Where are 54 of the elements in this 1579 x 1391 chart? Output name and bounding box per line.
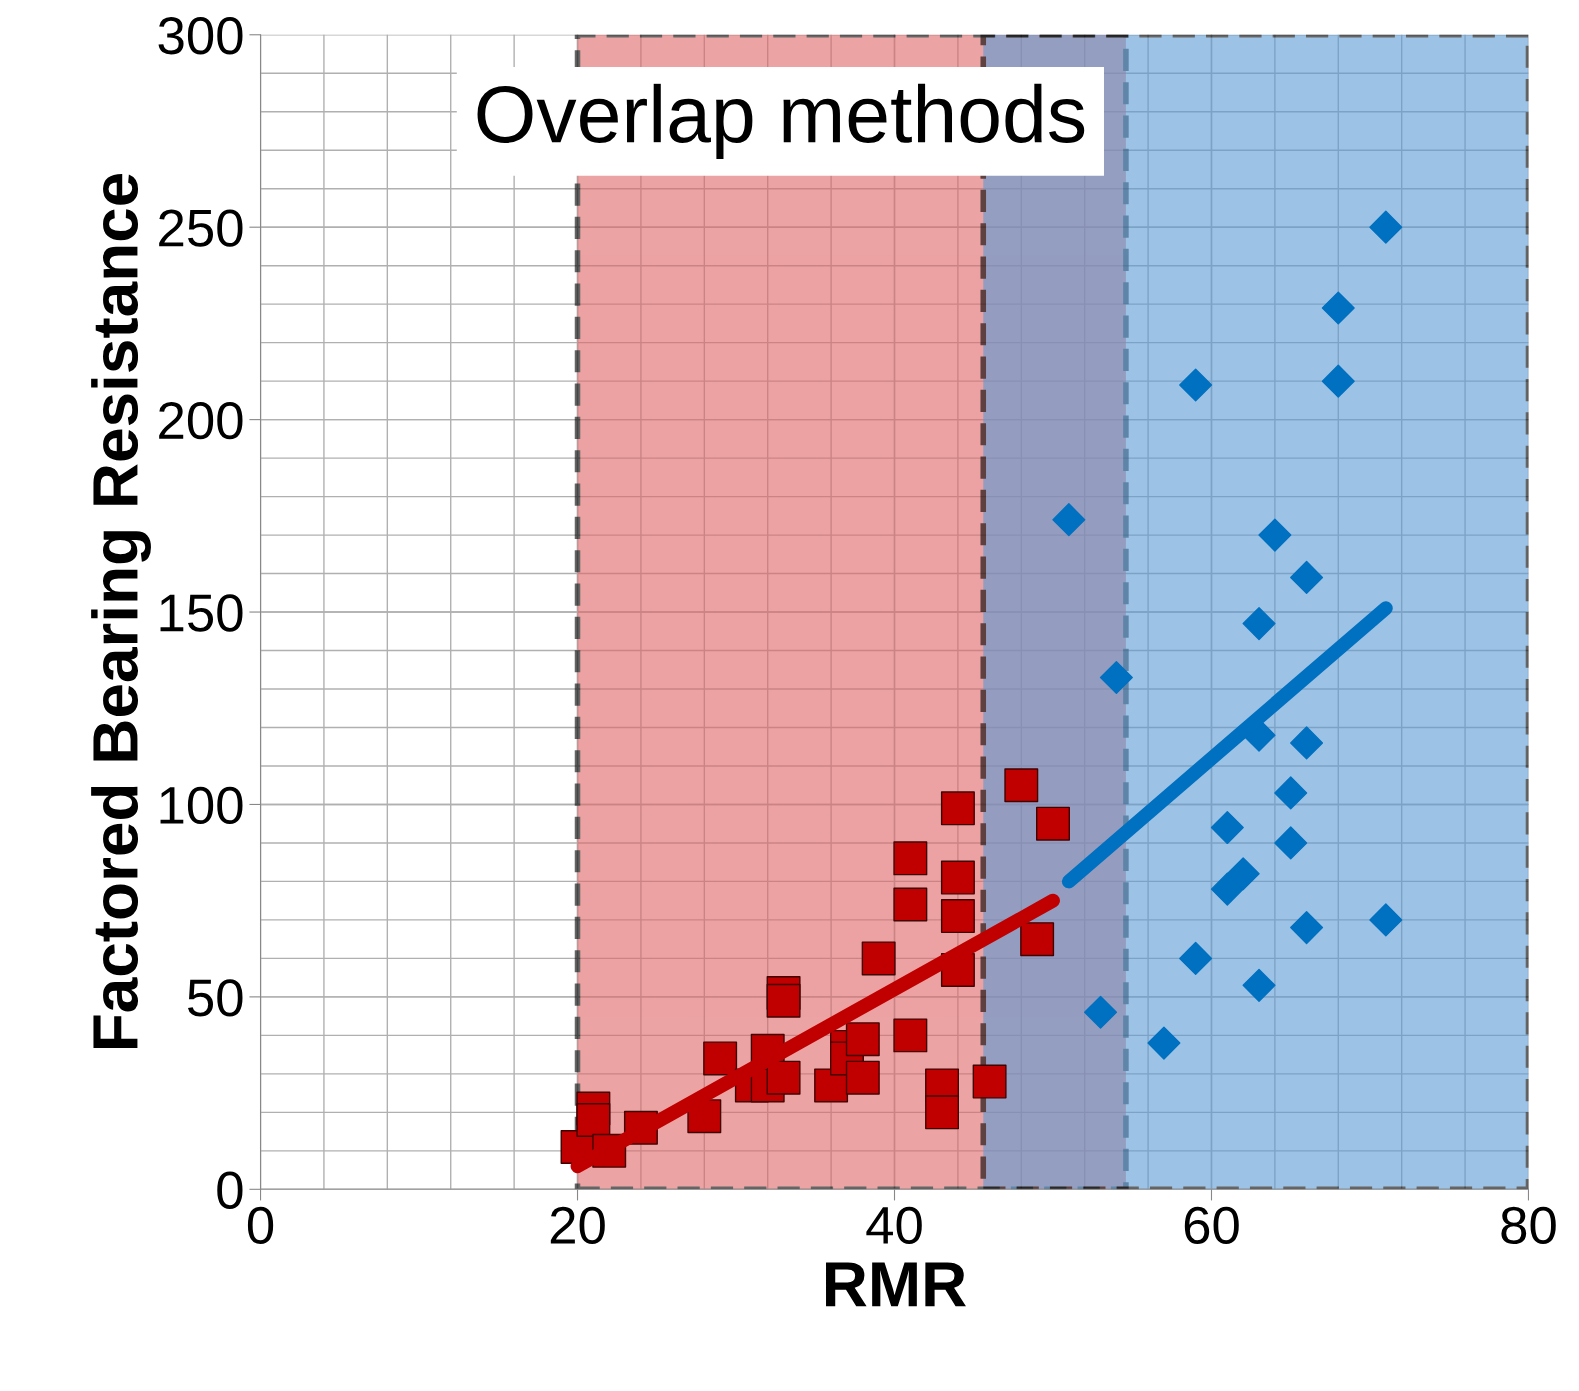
- point: [972, 1064, 1007, 1099]
- point: [1179, 368, 1213, 402]
- point: [1036, 806, 1070, 841]
- point: [1099, 660, 1133, 694]
- point: [940, 899, 975, 934]
- point: [1210, 811, 1244, 845]
- point: [1052, 503, 1086, 537]
- x-tick-label: 20: [550, 1206, 605, 1245]
- point: [1210, 872, 1244, 906]
- point: [893, 887, 928, 922]
- point: [893, 841, 928, 876]
- y-tick-label: 100: [160, 786, 243, 825]
- point: [766, 983, 801, 1018]
- point: [940, 860, 975, 895]
- point: [1147, 1026, 1181, 1060]
- y-tick-label: 50: [187, 979, 243, 1017]
- point: [925, 1095, 960, 1130]
- point: [766, 1060, 801, 1095]
- point: [1290, 911, 1324, 945]
- x-tick-label: 0: [247, 1206, 274, 1245]
- point: [1258, 518, 1292, 552]
- point: [1084, 995, 1118, 1029]
- text: Overlap methods: [477, 83, 1085, 159]
- point: [845, 1060, 880, 1095]
- point: [893, 1018, 928, 1053]
- y-tick-label: 150: [160, 594, 243, 632]
- x-axis-title: RMR: [826, 1262, 966, 1307]
- y-tick-label: 300: [158, 17, 243, 55]
- y-tick-label: 250: [159, 209, 243, 247]
- point: [1369, 210, 1403, 244]
- point: [1369, 903, 1403, 937]
- point: [1290, 726, 1324, 760]
- point: [1290, 560, 1324, 594]
- y-tick-label: 200: [159, 401, 243, 440]
- y-axis-title: Factored Bearing Resistance: [91, 173, 151, 1049]
- point: [1020, 922, 1055, 957]
- point: [576, 1103, 611, 1138]
- point: [1004, 768, 1039, 803]
- point: [845, 1022, 880, 1057]
- x-tick-label: 60: [1184, 1206, 1239, 1245]
- point: [1179, 941, 1213, 975]
- point: [1321, 364, 1355, 398]
- point: [1242, 968, 1276, 1002]
- point: [1274, 826, 1308, 860]
- y-tick-label: 0: [217, 1171, 243, 1209]
- point: [861, 941, 896, 976]
- point: [1226, 857, 1260, 891]
- point: [703, 1041, 738, 1076]
- point: [1321, 291, 1355, 325]
- x-tick-label: 40: [866, 1206, 922, 1245]
- x-tick-label: 80: [1501, 1206, 1556, 1245]
- point: [1242, 607, 1276, 641]
- point: [940, 791, 975, 826]
- point: [1274, 776, 1308, 810]
